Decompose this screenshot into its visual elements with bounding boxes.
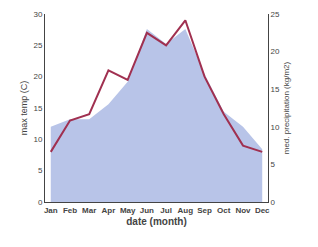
svg-text:Jun: Jun	[140, 206, 154, 215]
svg-text:15: 15	[271, 85, 280, 94]
svg-text:30: 30	[33, 10, 42, 19]
svg-text:May: May	[120, 206, 136, 215]
svg-text:20: 20	[271, 47, 280, 56]
svg-text:5: 5	[38, 166, 43, 175]
svg-text:Sep: Sep	[197, 206, 212, 215]
svg-text:Jan: Jan	[44, 206, 58, 215]
svg-text:max temp (C): max temp (C)	[19, 81, 29, 136]
svg-text:15: 15	[33, 104, 42, 113]
svg-text:Feb: Feb	[63, 206, 77, 215]
svg-text:Aug: Aug	[178, 206, 194, 215]
svg-text:10: 10	[271, 123, 280, 132]
svg-text:Oct: Oct	[217, 206, 231, 215]
svg-text:Dec: Dec	[255, 206, 270, 215]
svg-text:date (month): date (month)	[126, 216, 187, 227]
svg-text:25: 25	[33, 41, 42, 50]
svg-text:25: 25	[271, 10, 280, 19]
svg-text:5: 5	[271, 160, 276, 169]
svg-text:Nov: Nov	[235, 206, 251, 215]
svg-text:10: 10	[33, 135, 42, 144]
svg-text:med. precipitation (kg/m2): med. precipitation (kg/m2)	[282, 61, 291, 154]
svg-text:Mar: Mar	[82, 206, 96, 215]
svg-text:Apr: Apr	[102, 206, 116, 215]
svg-text:Jul: Jul	[160, 206, 172, 215]
svg-text:20: 20	[33, 72, 42, 81]
svg-text:0: 0	[271, 198, 276, 207]
svg-text:0: 0	[38, 198, 43, 207]
